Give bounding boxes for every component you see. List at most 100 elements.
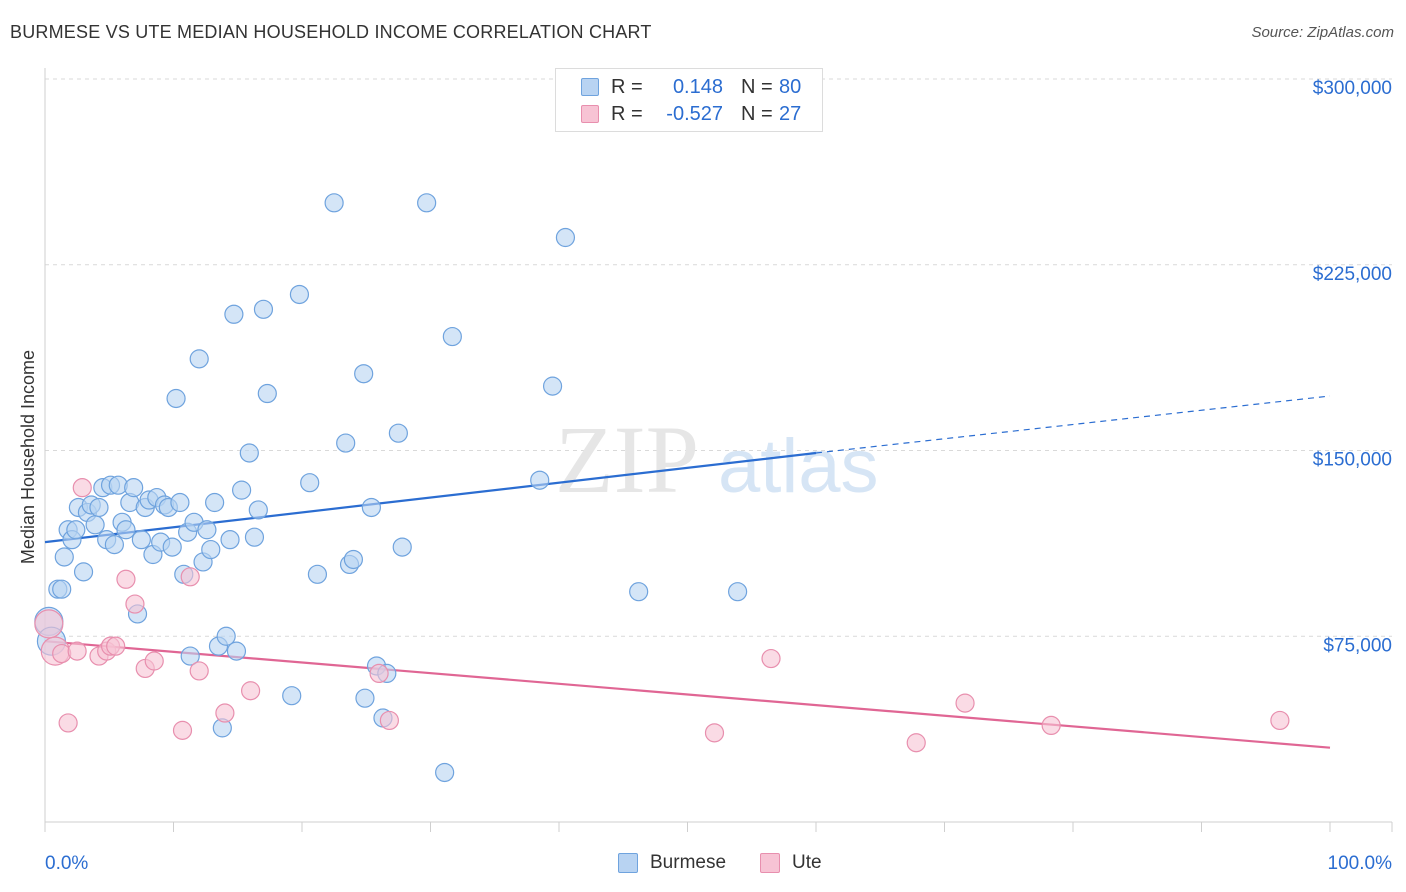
- x-tick-label-max: 100.0%: [1328, 853, 1393, 874]
- ute-point: [172, 720, 193, 740]
- ute-point: [215, 703, 235, 723]
- burmese-point: [170, 492, 190, 513]
- stats-legend: R = 0.148 N = 80 R = -0.527 N = 27: [555, 68, 823, 132]
- burmese-legend-swatch: [618, 853, 638, 873]
- burmese-trend-line: [44, 451, 817, 544]
- watermark-atlas: atlas: [718, 424, 879, 509]
- burmese-point: [52, 579, 72, 599]
- watermark-zip: ZIP: [555, 406, 699, 513]
- ute-point: [180, 567, 200, 587]
- burmese-point: [388, 423, 408, 443]
- burmese-swatch: [581, 78, 599, 96]
- ute-point: [761, 648, 781, 669]
- legend-row-ute: R = -0.527 N = 27: [581, 101, 801, 127]
- burmese-point: [180, 646, 200, 666]
- burmese-point: [248, 500, 268, 520]
- ute-point: [125, 594, 145, 614]
- y-tick-label: $150,000: [1313, 450, 1392, 471]
- burmese-point: [257, 383, 277, 404]
- ute-point: [116, 569, 136, 589]
- ute-point: [58, 713, 78, 733]
- source-label: Source: ZipAtlas.com: [1251, 24, 1394, 41]
- ute-point: [1041, 715, 1061, 736]
- burmese-point: [89, 497, 109, 518]
- burmese-n-value: 80: [779, 75, 802, 98]
- ute-point: [241, 681, 261, 701]
- burmese-point: [166, 388, 186, 409]
- burmese-point: [355, 688, 375, 708]
- ute-point: [955, 693, 975, 713]
- ute-point: [106, 636, 126, 656]
- burmese-point: [162, 537, 182, 557]
- burmese-point: [244, 527, 265, 547]
- burmese-point: [361, 497, 381, 518]
- burmese-point: [324, 193, 344, 213]
- burmese-point: [530, 470, 550, 490]
- burmese-point: [282, 686, 302, 706]
- n-label: N =: [741, 102, 773, 125]
- burmese-point: [354, 364, 374, 384]
- burmese-point: [232, 480, 252, 500]
- burmese-point: [417, 193, 437, 213]
- x-tick-label-min: 0.0%: [45, 853, 88, 874]
- ute-r-value: -0.527: [666, 102, 723, 125]
- ute-legend-label: Ute: [792, 852, 822, 873]
- ute-point: [144, 651, 164, 671]
- burmese-point: [555, 227, 576, 248]
- trend-lines: [44, 395, 1331, 749]
- burmese-point: [201, 539, 221, 560]
- burmese-point: [728, 582, 748, 602]
- burmese-point: [253, 299, 274, 319]
- y-axis-label: Median Household Income: [18, 350, 38, 564]
- burmese-point: [189, 349, 209, 369]
- watermark: ZIP atlas: [555, 406, 879, 513]
- burmese-point: [289, 284, 310, 305]
- burmese-point: [435, 762, 455, 783]
- chart-title: BURMESE VS UTE MEDIAN HOUSEHOLD INCOME C…: [10, 22, 652, 42]
- axes: [44, 68, 1393, 832]
- ute-point: [704, 723, 725, 743]
- burmese-point: [54, 547, 74, 567]
- burmese-legend-label: Burmese: [650, 852, 727, 873]
- burmese-point: [239, 443, 259, 463]
- ute-point: [906, 733, 926, 753]
- ute-point: [379, 710, 399, 731]
- burmese-point: [66, 520, 86, 540]
- burmese-point: [629, 582, 649, 602]
- ute-point: [189, 661, 209, 681]
- burmese-point: [307, 564, 328, 584]
- ute-swatch: [581, 105, 599, 123]
- burmese-point: [73, 562, 94, 582]
- burmese-point: [197, 520, 217, 540]
- burmese-point: [85, 515, 105, 535]
- burmese-trend-extension: [815, 395, 1331, 454]
- ute-point: [67, 641, 87, 661]
- burmese-point: [131, 530, 151, 550]
- burmese-point: [226, 641, 247, 661]
- burmese-point: [300, 473, 320, 493]
- burmese-point: [343, 549, 363, 570]
- y-tick-label: $75,000: [1323, 635, 1392, 656]
- ute-legend-swatch: [760, 853, 780, 873]
- ute-point: [1270, 710, 1290, 731]
- burmese-point: [220, 530, 240, 550]
- legend-row-burmese: R = 0.148 N = 80: [581, 74, 801, 100]
- burmese-point: [224, 304, 244, 324]
- legend-item-burmese: Burmese: [618, 852, 726, 874]
- burmese-point: [442, 326, 462, 347]
- r-label: R =: [611, 75, 643, 98]
- burmese-point: [124, 478, 144, 498]
- burmese-r-value: 0.148: [672, 75, 723, 98]
- burmese-point: [205, 492, 225, 513]
- data-points: [34, 193, 1290, 783]
- legend-item-ute: Ute: [760, 852, 822, 874]
- series-legend: Burmese Ute: [0, 852, 1406, 876]
- ute-point: [72, 478, 92, 498]
- ute-point: [369, 663, 389, 684]
- burmese-point: [392, 537, 412, 557]
- burmese-point: [104, 535, 124, 555]
- y-tick-label: $300,000: [1313, 78, 1392, 99]
- grid-lines: [45, 78, 1392, 637]
- ute-point: [34, 609, 64, 639]
